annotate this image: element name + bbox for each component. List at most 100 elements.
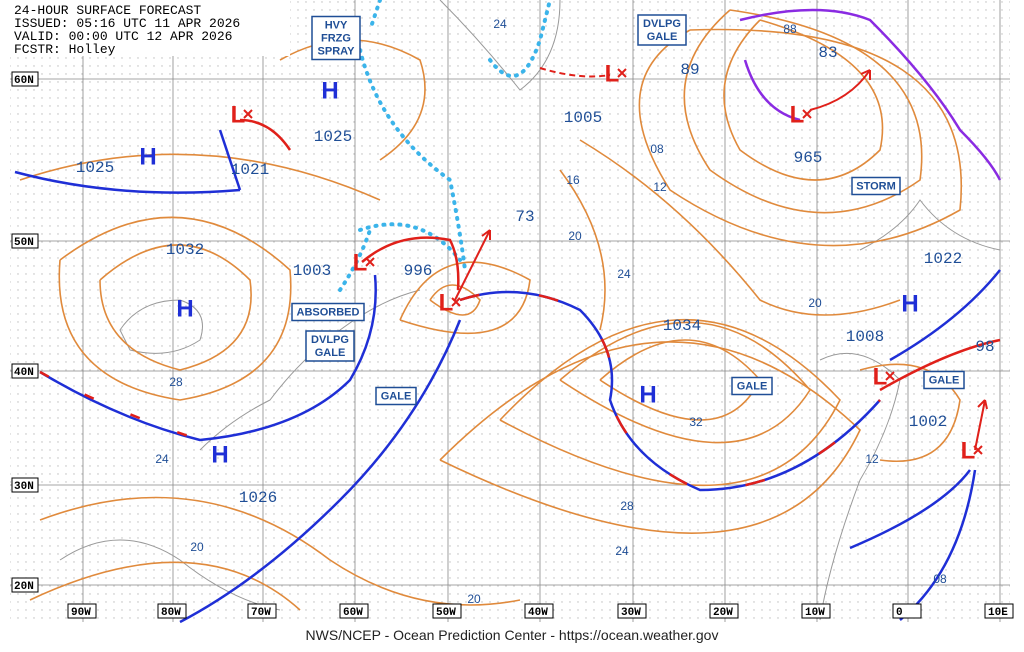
coord-box	[11, 363, 39, 379]
low-center: L	[231, 101, 246, 128]
coord-box	[11, 577, 39, 593]
latitude-label: 40N	[14, 367, 34, 379]
latitude-label: 30N	[14, 481, 34, 493]
pressure-label: 1032	[166, 241, 204, 259]
low-marker	[243, 109, 253, 119]
ice-edge	[338, 0, 552, 292]
pressure-label: 1003	[293, 262, 331, 280]
warning-box	[637, 14, 687, 46]
pressure-label: 1005	[564, 109, 602, 127]
warning-box	[305, 330, 355, 362]
pressure-label: 98	[975, 338, 994, 356]
coord-box	[11, 71, 39, 87]
longitude-label: 60W	[343, 607, 363, 619]
isobar-label: 24	[155, 452, 169, 466]
longitude-label: 40W	[528, 607, 548, 619]
isobar-label: 32	[689, 415, 703, 429]
longitude-label: 30W	[621, 607, 641, 619]
low-marker	[365, 257, 375, 267]
latitude-label: 50N	[14, 237, 34, 249]
pressure-label: 89	[680, 61, 699, 79]
header-title: 24-HOUR SURFACE FORECAST	[14, 3, 201, 18]
high-center: H	[176, 295, 193, 322]
isobar-label: 08	[650, 142, 664, 156]
header-issued: ISSUED: 05:16 UTC 11 APR 2026	[14, 16, 240, 31]
longitude-label: 90W	[71, 607, 91, 619]
isobar-label: 24	[493, 17, 507, 31]
low-center: L	[790, 101, 805, 128]
high-center: H	[901, 290, 918, 317]
pressure-label: 83	[818, 44, 837, 62]
warning-box	[851, 176, 901, 196]
warning-label: GALE	[737, 380, 768, 392]
warning-label: STORM	[856, 180, 896, 192]
warning-box	[923, 370, 965, 390]
pressure-label: 73	[515, 208, 534, 226]
coord-box	[432, 603, 462, 619]
header-valid: VALID: 00:00 UTC 12 APR 2026	[14, 29, 232, 44]
low-marker	[617, 68, 627, 78]
pressure-label: 1025	[76, 159, 114, 177]
isobar-label: 28	[169, 375, 183, 389]
fronts	[14, 8, 1002, 624]
isobar-label: 16	[566, 173, 580, 187]
warning-label: GALE	[647, 31, 678, 43]
map-background	[10, 0, 1010, 622]
header-forecaster: FCSTR: Holley	[14, 42, 116, 57]
coord-box	[67, 603, 97, 619]
latitude-label: 60N	[14, 75, 34, 87]
isobar-label: 12	[865, 452, 879, 466]
high-center: H	[211, 441, 228, 468]
low-marker	[973, 445, 983, 455]
pressure-label: 1008	[846, 328, 884, 346]
warning-label: FRZG	[321, 32, 351, 44]
longitude-label: 10W	[805, 607, 825, 619]
pressure-label: 1022	[924, 250, 962, 268]
warning-label: HVY	[325, 19, 348, 31]
coord-box	[709, 603, 739, 619]
storm-tracks	[454, 67, 988, 451]
low-marker	[802, 109, 812, 119]
warning-label: DVLPG	[643, 18, 681, 30]
warning-label: GALE	[381, 390, 412, 402]
warning-box	[375, 386, 417, 406]
high-center: H	[639, 381, 656, 408]
isobar-label: 24	[617, 267, 631, 281]
coord-box	[157, 603, 187, 619]
isobar-label: 20	[190, 540, 204, 554]
coord-box	[339, 603, 369, 619]
pressure-label: 1002	[909, 413, 947, 431]
coord-box	[524, 603, 554, 619]
low-marker	[885, 371, 895, 381]
low-center: L	[961, 437, 976, 464]
isobar-label: 24	[615, 544, 629, 558]
longitude-label: 20W	[713, 607, 733, 619]
high-center: H	[321, 77, 338, 104]
latitude-label: 20N	[14, 581, 34, 593]
warning-label: SPRAY	[318, 45, 356, 57]
warning-label: GALE	[929, 374, 960, 386]
pressure-label: 965	[794, 149, 823, 167]
coord-box	[892, 603, 922, 619]
pressure-label: 1026	[239, 489, 277, 507]
longitude-label: 0	[896, 607, 903, 619]
warning-label: ABSORBED	[297, 306, 360, 318]
low-center: L	[439, 289, 454, 316]
pressure-label: 996	[404, 262, 433, 280]
pressure-label: 1021	[231, 161, 269, 179]
header-box	[10, 0, 290, 56]
longitude-label: 70W	[251, 607, 271, 619]
warning-label: GALE	[315, 347, 346, 359]
coord-box	[247, 603, 277, 619]
warning-label: DVLPG	[311, 334, 349, 346]
longitude-label: 10E	[988, 607, 1008, 619]
isobar-label: 20	[467, 592, 481, 606]
isobar-label: 12	[653, 180, 667, 194]
pressure-label: 1025	[314, 128, 352, 146]
coord-box	[617, 603, 647, 619]
isobar-label: 08	[933, 572, 947, 586]
isobar-label: 88	[783, 22, 797, 36]
low-marker	[451, 297, 461, 307]
pressure-label: 1034	[663, 317, 701, 335]
low-center: L	[873, 363, 888, 390]
